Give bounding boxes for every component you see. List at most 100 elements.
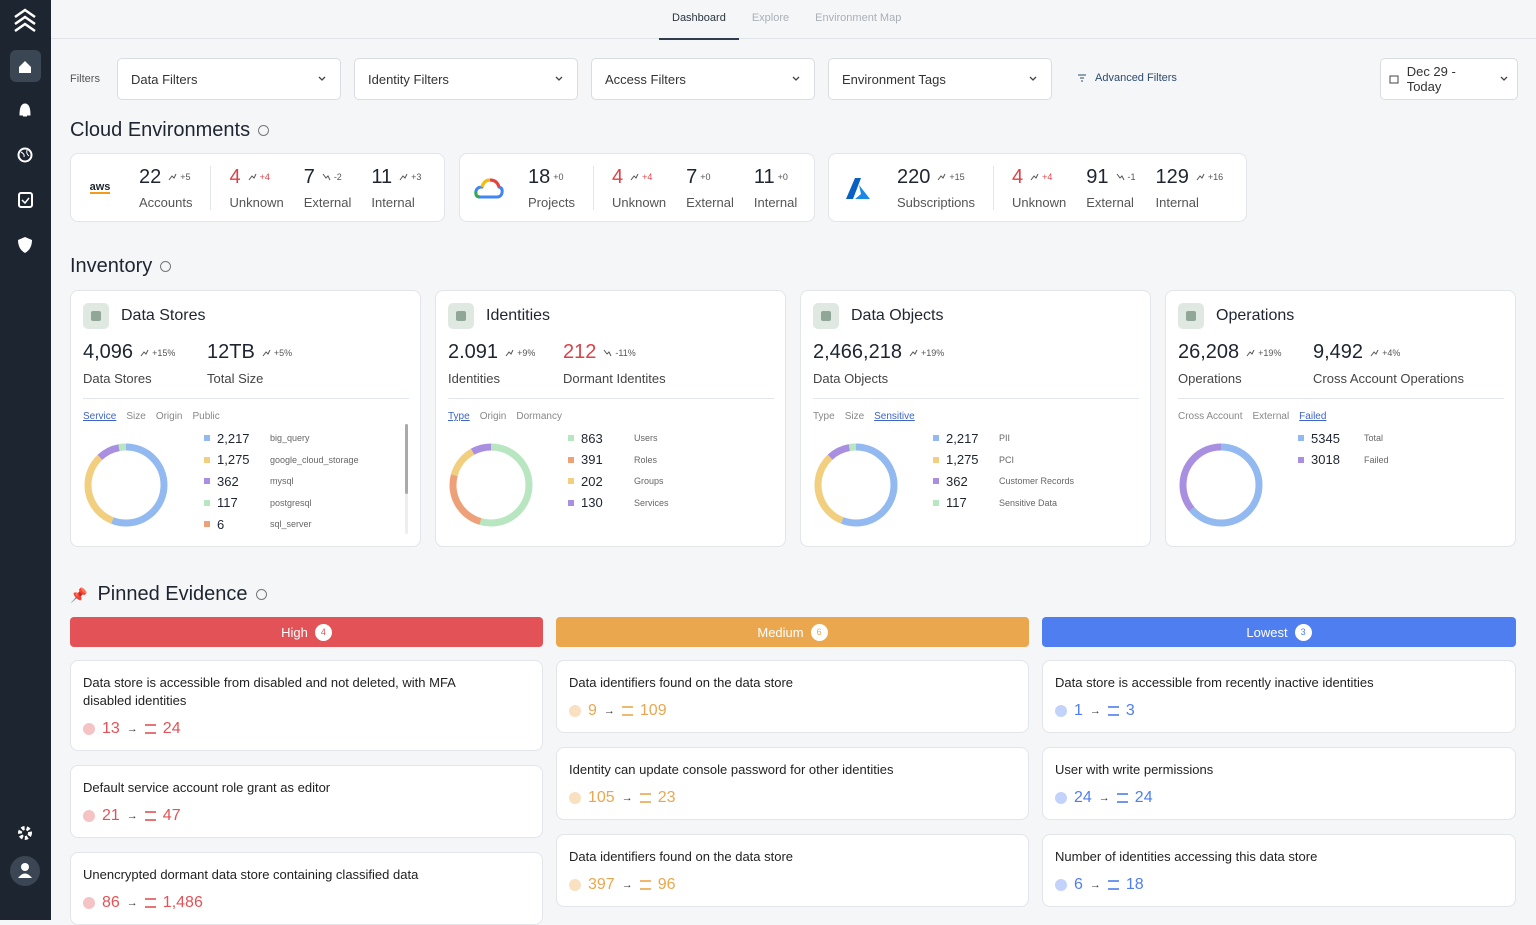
card-tab[interactable]: Public xyxy=(193,411,220,422)
evidence-from: 105 xyxy=(588,789,615,807)
filter-dropdown-label: Identity Filters xyxy=(368,72,449,87)
card-tab[interactable]: Cross Account xyxy=(1178,411,1242,422)
card-tab[interactable]: Type xyxy=(448,411,470,422)
date-picker[interactable]: Dec 29 - Today xyxy=(1380,58,1518,100)
chevron xyxy=(791,74,801,84)
card-tab[interactable]: Service xyxy=(83,411,116,422)
evidence-text: User with write permissions xyxy=(1055,761,1503,779)
legend-value: 391 xyxy=(581,452,634,467)
card-tab[interactable]: Dormancy xyxy=(516,411,562,422)
card-tab[interactable]: Origin xyxy=(480,411,507,422)
filter-dropdown[interactable]: Access Filters xyxy=(591,58,815,100)
legend-swatch xyxy=(204,521,210,527)
stat-delta: +16 xyxy=(1208,172,1223,182)
legend-value: 863 xyxy=(581,431,634,446)
donut xyxy=(76,435,176,535)
evidence-card[interactable]: Default service account role grant as ed… xyxy=(70,765,543,838)
trend-icon xyxy=(140,349,149,357)
evidence-to: 24 xyxy=(1135,789,1153,807)
legend-name: mysql xyxy=(270,476,294,486)
card-tab[interactable]: Failed xyxy=(1299,411,1326,422)
trend-icon xyxy=(909,349,918,357)
stat-value: 11 xyxy=(754,166,775,189)
legend-value: 1,275 xyxy=(217,452,270,467)
metric-value: 9,492 xyxy=(1313,341,1363,364)
legend-value: 362 xyxy=(217,474,270,489)
trend-path xyxy=(631,174,638,180)
nav-tab[interactable]: Explore xyxy=(739,0,802,38)
stat-label: Accounts xyxy=(139,195,192,210)
pinned-title: Pinned Evidence xyxy=(97,583,247,605)
priority-name: Medium xyxy=(757,625,803,640)
evidence-card[interactable]: Data identifiers found on the data store… xyxy=(556,834,1029,907)
card-icon-glyph xyxy=(456,311,466,321)
stat-row: 220+15 xyxy=(897,166,975,189)
card-tab[interactable]: Sensitive xyxy=(874,411,915,422)
legend-swatch xyxy=(1298,435,1304,441)
evidence-card[interactable]: Number of identities accessing this data… xyxy=(1042,834,1516,907)
stat-value: 91 xyxy=(1086,166,1108,189)
evidence-from: 24 xyxy=(1074,789,1092,807)
divider xyxy=(83,398,409,399)
stat-row: 91-1 xyxy=(1086,166,1135,189)
legend-swatch xyxy=(568,478,574,484)
trend-icon xyxy=(630,173,639,181)
evidence-card[interactable]: Unencrypted dormant data store containin… xyxy=(70,852,543,925)
legend-row: 2,217big_query xyxy=(204,430,310,446)
evidence-text: Number of identities accessing this data… xyxy=(1055,848,1503,866)
legend-value: 5345 xyxy=(1311,431,1364,446)
trend-icon xyxy=(168,173,177,181)
trend-icon xyxy=(1030,173,1039,181)
metric-delta: +15% xyxy=(152,348,175,358)
evidence-card[interactable]: User with write permissions24→24 xyxy=(1042,747,1516,820)
provider-logo xyxy=(829,175,887,201)
legend-row: 362mysql xyxy=(204,473,294,489)
legend-swatch xyxy=(1298,457,1304,463)
stat-delta: +5 xyxy=(180,172,190,182)
legend-row: 1,275google_cloud_storage xyxy=(204,452,359,468)
card-tab[interactable]: Size xyxy=(845,411,864,422)
filter-dropdown[interactable]: Data Filters xyxy=(117,58,341,100)
nav-tab[interactable]: Dashboard xyxy=(659,0,739,40)
cloud-stat: 129+16Internal xyxy=(1146,166,1234,210)
card-tab[interactable]: Origin xyxy=(156,411,183,422)
card-tab[interactable]: Type xyxy=(813,411,835,422)
evidence-card[interactable]: Data store is accessible from disabled a… xyxy=(70,660,543,751)
filter-dropdown[interactable]: Identity Filters xyxy=(354,58,578,100)
metric-value: 2.091 xyxy=(448,341,498,364)
legend-swatch xyxy=(568,500,574,506)
trend-icon xyxy=(603,349,612,357)
arrow: → xyxy=(1090,705,1101,717)
evidence-from: 9 xyxy=(588,702,597,720)
metric-delta: +19% xyxy=(1258,348,1281,358)
legend-row: 2,217PII xyxy=(933,430,1010,446)
card-tabs: Type Size Sensitive xyxy=(813,411,915,422)
advanced-filters[interactable]: Advanced Filters xyxy=(1077,72,1177,84)
metric-label: Data Stores xyxy=(83,371,175,386)
legend-name: sql_server xyxy=(270,519,312,529)
evidence-path: 9→109 xyxy=(569,702,1016,720)
nav-tab[interactable]: Environment Map xyxy=(802,0,914,38)
legend-row: 117postgresql xyxy=(204,495,312,511)
card-tab[interactable]: External xyxy=(1252,411,1289,422)
stat-row: 11+3 xyxy=(371,166,421,189)
legend-swatch xyxy=(204,500,210,506)
inventory-title: Inventory xyxy=(70,255,152,277)
stat-row: 7-2 xyxy=(304,166,352,189)
metric-value: 12TB xyxy=(207,341,255,364)
evidence-card[interactable]: Identity can update console password for… xyxy=(556,747,1029,820)
evidence-card[interactable]: Data store is accessible from recently i… xyxy=(1042,660,1516,733)
filter-dropdown[interactable]: Environment Tags xyxy=(828,58,1052,100)
legend-swatch xyxy=(933,435,939,441)
datastore-icon xyxy=(1108,880,1119,890)
metric-label: Dormant Identites xyxy=(563,371,666,386)
metric: 2.091+9%Identities xyxy=(448,341,535,386)
card-icon xyxy=(448,303,474,329)
card-tabs: Service Size Origin Public xyxy=(83,411,220,422)
evidence-card[interactable]: Data identifiers found on the data store… xyxy=(556,660,1029,733)
card-tab[interactable]: Size xyxy=(126,411,145,422)
datastore-icon xyxy=(622,706,633,716)
arrow: → xyxy=(604,705,615,717)
stat-delta: -2 xyxy=(334,172,342,182)
